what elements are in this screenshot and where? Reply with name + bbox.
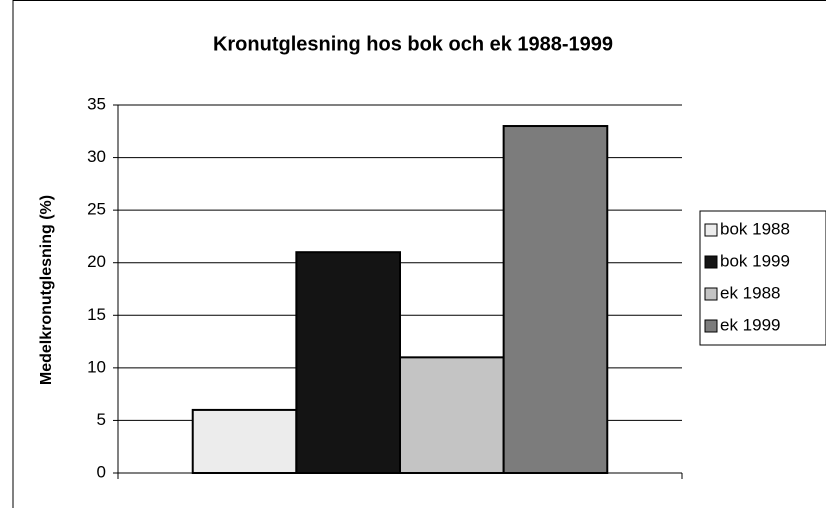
bar — [502, 125, 609, 475]
legend-label: ek 1988 — [720, 283, 781, 302]
bar — [295, 251, 401, 474]
y-tick-label: 25 — [87, 200, 106, 219]
chart-title: Kronutglesning hos bok och ek 1988-1999 — [213, 33, 613, 55]
y-tick-label: 30 — [87, 147, 106, 166]
y-tick-label: 10 — [87, 357, 106, 376]
legend-swatch — [704, 255, 718, 269]
chart-frame — [12, 0, 826, 508]
legend-box — [699, 210, 826, 346]
bar — [191, 408, 298, 474]
legend-swatch — [704, 287, 718, 301]
legend-label: bok 1988 — [720, 219, 790, 238]
y-tick-label: 35 — [87, 94, 106, 113]
legend-label: ek 1999 — [720, 315, 781, 334]
legend-label: bok 1999 — [720, 251, 790, 270]
y-tick-label: 0 — [97, 462, 106, 481]
y-tick-label: 20 — [87, 252, 106, 271]
legend-swatch — [704, 223, 718, 237]
y-tick-label: 5 — [97, 410, 106, 429]
bar — [399, 356, 505, 475]
legend-swatch — [704, 319, 718, 333]
y-tick-label: 15 — [87, 305, 106, 324]
y-axis-label: Medelkronutglesning (%) — [38, 195, 55, 385]
